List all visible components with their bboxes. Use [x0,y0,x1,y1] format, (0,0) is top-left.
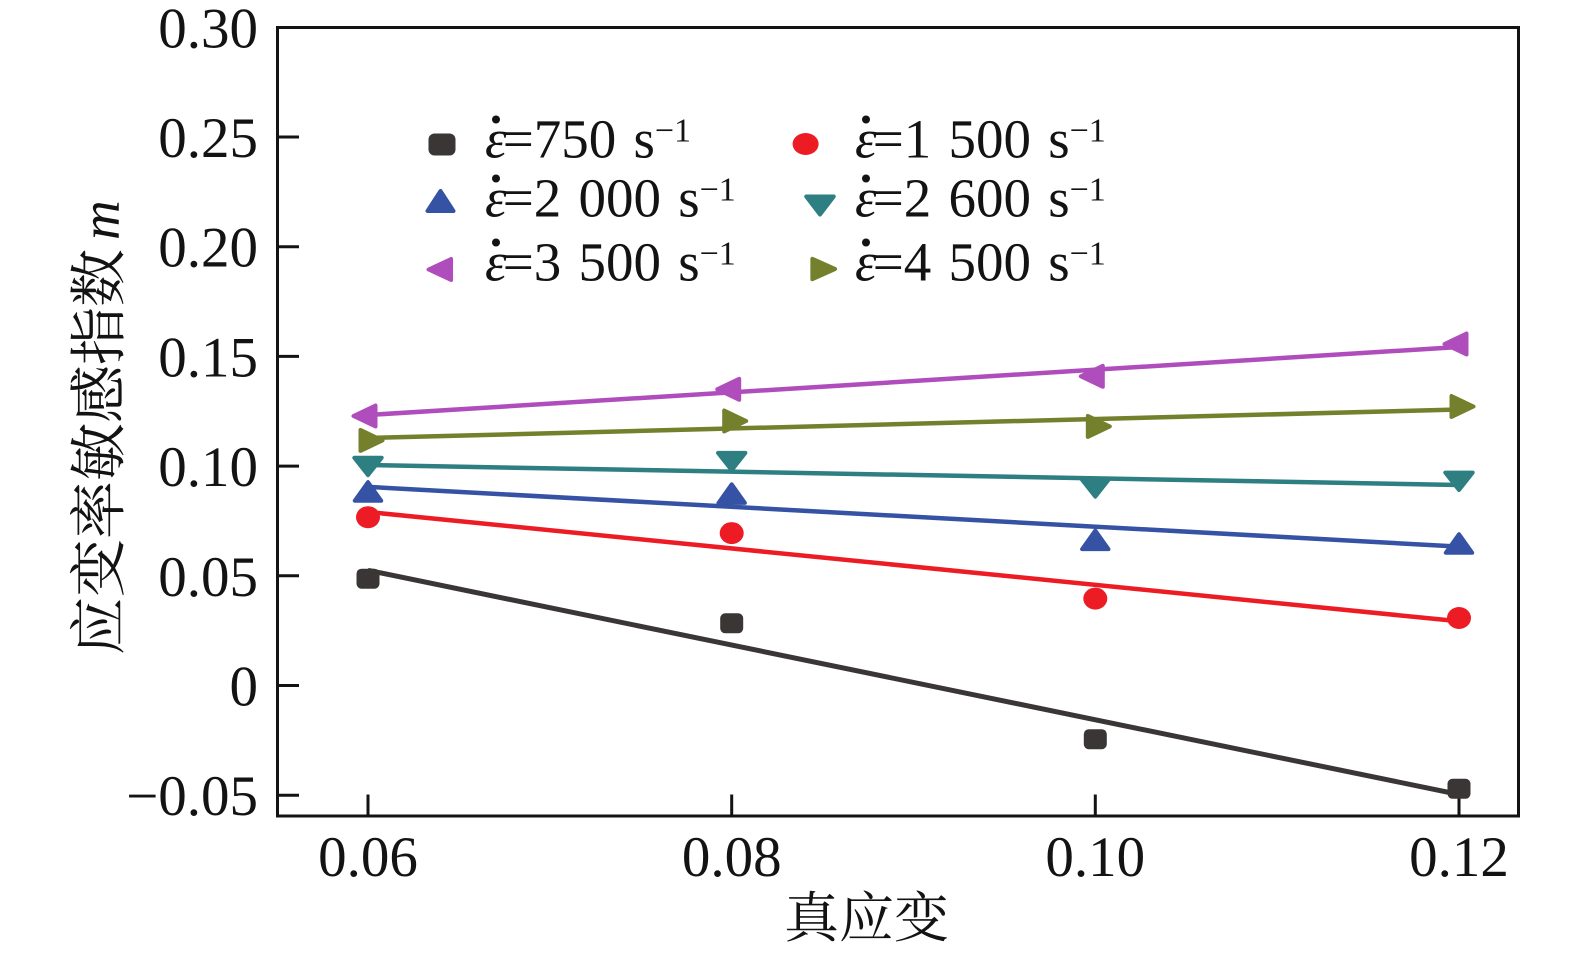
svg-text:0.10: 0.10 [158,436,258,499]
svg-text:0.30: 0.30 [158,0,258,60]
svg-text:0.20: 0.20 [158,217,258,280]
svg-text:m: m [70,200,131,240]
svg-text:0.06: 0.06 [318,826,418,889]
svg-text:0.08: 0.08 [682,826,782,889]
svg-text:ε=2 600 s−1: ε=2 600 s−1 [855,168,1106,229]
svg-text:0.12: 0.12 [1409,826,1509,889]
svg-text:0.15: 0.15 [158,326,258,389]
svg-text:0.05: 0.05 [158,546,258,609]
svg-text:−0.05: −0.05 [126,765,258,828]
svg-text:0.10: 0.10 [1045,826,1145,889]
svg-text:ε=4 500 s−1: ε=4 500 s−1 [855,232,1106,293]
svg-text:0.25: 0.25 [158,107,258,170]
svg-text:0: 0 [230,656,259,719]
svg-text:ε=1 500 s−1: ε=1 500 s−1 [855,109,1106,170]
svg-text:ε=3 500 s−1: ε=3 500 s−1 [485,232,736,293]
svg-text:ε=2 000 s−1: ε=2 000 s−1 [485,168,736,229]
